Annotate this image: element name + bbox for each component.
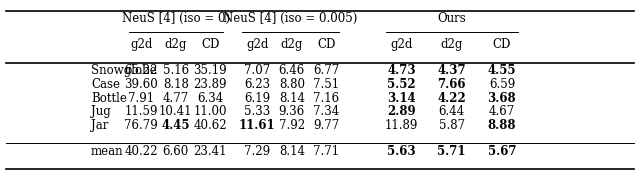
Text: d2g: d2g <box>440 38 463 51</box>
Text: 8.18: 8.18 <box>163 78 189 91</box>
Text: 6.44: 6.44 <box>438 105 465 118</box>
Text: g2d: g2d <box>246 38 268 51</box>
Text: 23.41: 23.41 <box>193 145 227 158</box>
Text: 6.19: 6.19 <box>244 92 270 105</box>
Text: 4.55: 4.55 <box>488 64 516 77</box>
Text: 2.89: 2.89 <box>387 105 416 118</box>
Text: mean: mean <box>91 145 124 158</box>
Text: 7.16: 7.16 <box>313 92 339 105</box>
Text: 4.73: 4.73 <box>387 64 416 77</box>
Text: 7.34: 7.34 <box>313 105 339 118</box>
Text: 11.89: 11.89 <box>385 119 418 132</box>
Text: Snowglobe: Snowglobe <box>91 64 157 77</box>
Text: 7.29: 7.29 <box>244 145 270 158</box>
Text: 8.14: 8.14 <box>279 92 305 105</box>
Text: 8.88: 8.88 <box>488 119 516 132</box>
Text: CD: CD <box>317 38 335 51</box>
Text: 7.91: 7.91 <box>128 92 154 105</box>
Text: 6.23: 6.23 <box>244 78 270 91</box>
Text: 11.00: 11.00 <box>193 105 227 118</box>
Text: 4.22: 4.22 <box>437 92 466 105</box>
Text: g2d: g2d <box>390 38 413 51</box>
Text: g2d: g2d <box>130 38 152 51</box>
Text: 4.67: 4.67 <box>489 105 515 118</box>
Text: 5.87: 5.87 <box>438 119 465 132</box>
Text: CD: CD <box>201 38 220 51</box>
Text: 11.61: 11.61 <box>239 119 276 132</box>
Text: Case: Case <box>91 78 120 91</box>
Text: 5.63: 5.63 <box>387 145 416 158</box>
Text: 23.89: 23.89 <box>193 78 227 91</box>
Text: 6.59: 6.59 <box>489 78 515 91</box>
Text: d2g: d2g <box>280 38 303 51</box>
Text: 5.52: 5.52 <box>387 78 416 91</box>
Text: 9.77: 9.77 <box>313 119 339 132</box>
Text: NeuS [4] (iso = 0.005): NeuS [4] (iso = 0.005) <box>223 12 357 25</box>
Text: 7.07: 7.07 <box>244 64 271 77</box>
Text: 7.51: 7.51 <box>313 78 339 91</box>
Text: 35.19: 35.19 <box>193 64 227 77</box>
Text: 6.60: 6.60 <box>163 145 189 158</box>
Text: CD: CD <box>493 38 511 51</box>
Text: 7.66: 7.66 <box>438 78 466 91</box>
Text: 3.14: 3.14 <box>387 92 416 105</box>
Text: 3.68: 3.68 <box>488 92 516 105</box>
Text: d2g: d2g <box>164 38 187 51</box>
Text: 9.36: 9.36 <box>278 105 305 118</box>
Text: Ours: Ours <box>437 12 466 25</box>
Text: 40.62: 40.62 <box>193 119 227 132</box>
Text: Bottle: Bottle <box>91 92 127 105</box>
Text: 7.92: 7.92 <box>278 119 305 132</box>
Text: 6.34: 6.34 <box>197 92 223 105</box>
Text: 4.45: 4.45 <box>161 119 190 132</box>
Text: 8.14: 8.14 <box>279 145 305 158</box>
Text: NeuS [4] (iso = 0): NeuS [4] (iso = 0) <box>122 12 230 25</box>
Text: 8.80: 8.80 <box>279 78 305 91</box>
Text: 5.71: 5.71 <box>438 145 466 158</box>
Text: 5.16: 5.16 <box>163 64 189 77</box>
Text: Jar: Jar <box>91 119 108 132</box>
Text: 7.71: 7.71 <box>313 145 339 158</box>
Text: 11.59: 11.59 <box>125 105 158 118</box>
Text: 6.77: 6.77 <box>313 64 339 77</box>
Text: 40.22: 40.22 <box>125 145 158 158</box>
Text: 4.77: 4.77 <box>163 92 189 105</box>
Text: 39.60: 39.60 <box>124 78 158 91</box>
Text: 6.46: 6.46 <box>278 64 305 77</box>
Text: 10.41: 10.41 <box>159 105 193 118</box>
Text: 5.33: 5.33 <box>244 105 271 118</box>
Text: 76.79: 76.79 <box>124 119 158 132</box>
Text: 5.67: 5.67 <box>488 145 516 158</box>
Text: 65.22: 65.22 <box>125 64 158 77</box>
Text: Jug: Jug <box>91 105 111 118</box>
Text: 4.37: 4.37 <box>437 64 466 77</box>
